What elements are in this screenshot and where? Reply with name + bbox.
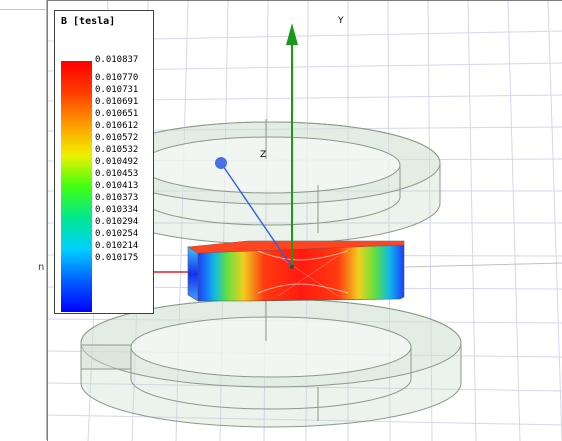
legend-tick-label: 0.010294 <box>95 217 139 227</box>
coordinate-axes <box>152 23 562 273</box>
legend-tick-label: 0.010770 <box>95 73 139 83</box>
legend-tick-label: 0.010453 <box>95 169 139 179</box>
z-axis-line <box>220 162 293 268</box>
field-plot-scene[interactable] <box>48 1 562 441</box>
legend-tick-label: 0.010492 <box>95 157 139 167</box>
field-block <box>187 240 405 302</box>
legend-tick-label: 0.010373 <box>95 193 139 203</box>
upper-coil <box>99 119 441 245</box>
side-panel: n <box>0 0 47 440</box>
z-axis-label: Z <box>260 150 267 160</box>
origin-marker <box>290 265 294 269</box>
legend-tick-label: 0.010532 <box>95 145 139 155</box>
z-axis-marker <box>215 157 227 169</box>
legend-tick-label: 0.010214 <box>95 241 139 251</box>
field-legend: B [tesla] 0.010837 0.010770 0.010731 0.0106… <box>54 10 154 314</box>
y-axis-label: Y <box>338 16 344 26</box>
legend-tick-label: 0.010254 <box>95 229 139 239</box>
legend-title: B [tesla] <box>61 16 116 27</box>
legend-tick-label: 0.010612 <box>95 121 139 131</box>
lower-coil <box>80 298 462 428</box>
legend-tick-label: 0.010413 <box>95 181 139 191</box>
side-panel-text: n <box>38 262 45 273</box>
3d-viewport[interactable]: Y Z <box>47 0 562 441</box>
legend-tick-label: 0.010837 <box>95 55 139 65</box>
legend-tick-label: 0.010691 <box>95 97 139 107</box>
legend-tick-label: 0.010731 <box>95 85 139 95</box>
legend-colorbar <box>61 61 92 312</box>
legend-tick-label: 0.010651 <box>95 109 139 119</box>
legend-tick-label: 0.010334 <box>95 205 139 215</box>
x-axis-guide <box>403 262 562 268</box>
legend-tick-label: 0.010572 <box>95 133 139 143</box>
side-panel-divider <box>0 9 46 10</box>
legend-tick-label: 0.010175 <box>95 253 139 263</box>
y-axis-arrow <box>286 23 298 45</box>
